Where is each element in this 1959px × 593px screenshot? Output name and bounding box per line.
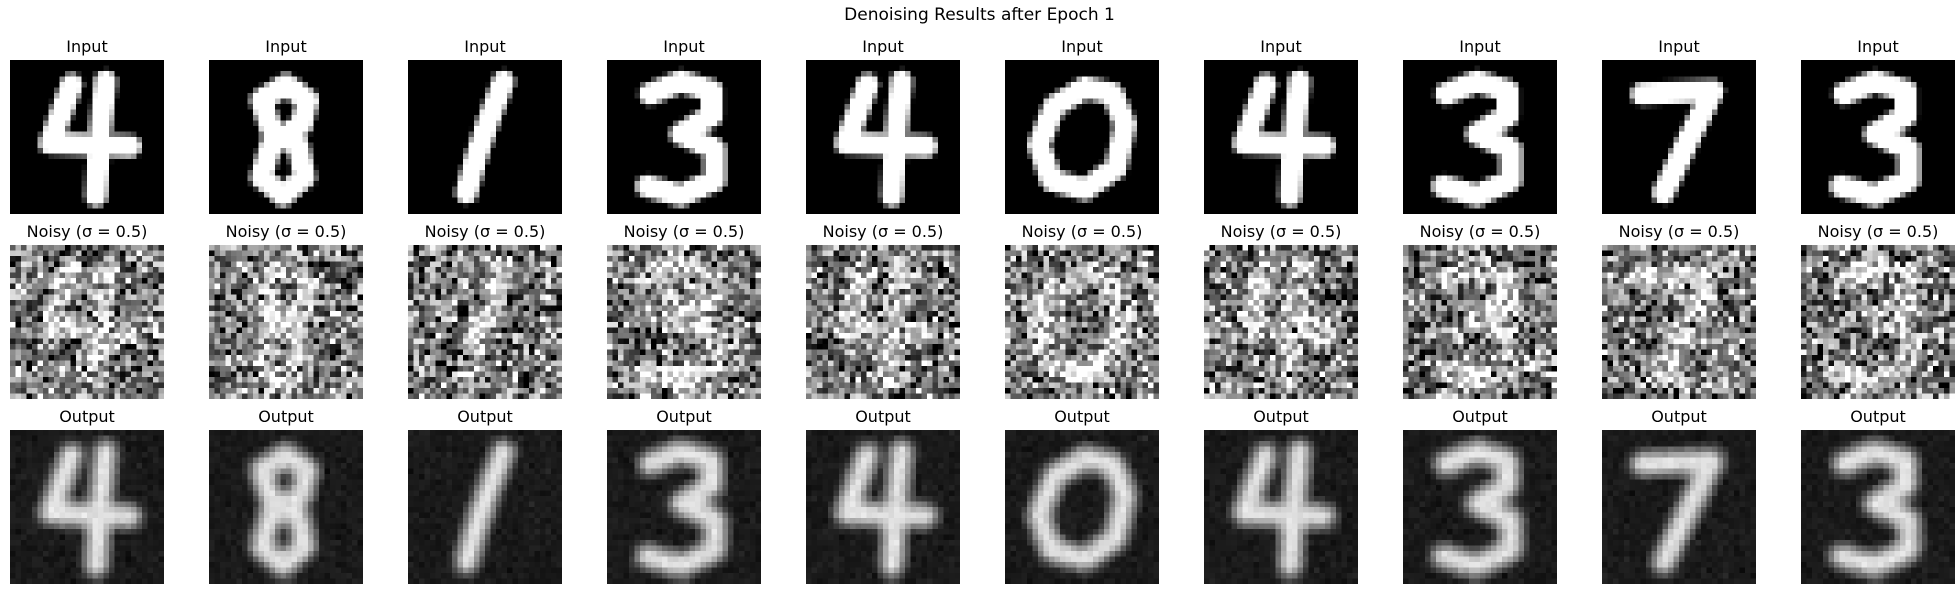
input-image — [607, 60, 761, 214]
input-title: Input — [66, 37, 108, 56]
output-title: Output — [59, 407, 115, 426]
input-image — [1204, 60, 1358, 214]
noisy-title: Noisy (σ = 0.5) — [822, 222, 944, 241]
input-title: Input — [862, 37, 904, 56]
noisy-title: Noisy (σ = 0.5) — [225, 222, 347, 241]
input-title: Input — [1459, 37, 1501, 56]
output-title: Output — [457, 407, 513, 426]
noisy-title: Noisy (σ = 0.5) — [623, 222, 745, 241]
noisy-title: Noisy (σ = 0.5) — [1817, 222, 1939, 241]
noisy-image — [1204, 245, 1358, 399]
input-title: Input — [1260, 37, 1302, 56]
figure-title: Denoising Results after Epoch 1 — [844, 5, 1115, 25]
noisy-title: Noisy (σ = 0.5) — [1021, 222, 1143, 241]
output-title: Output — [855, 407, 911, 426]
noisy-image — [209, 245, 363, 399]
output-title: Output — [258, 407, 314, 426]
output-image — [806, 430, 960, 584]
output-image — [209, 430, 363, 584]
output-image — [408, 430, 562, 584]
output-image — [1602, 430, 1756, 584]
input-image — [10, 60, 164, 214]
output-title: Output — [1850, 407, 1906, 426]
input-title: Input — [1061, 37, 1103, 56]
output-title: Output — [1253, 407, 1309, 426]
noisy-title: Noisy (σ = 0.5) — [1220, 222, 1342, 241]
input-title: Input — [464, 37, 506, 56]
output-image — [607, 430, 761, 584]
output-title: Output — [1651, 407, 1707, 426]
output-image — [1403, 430, 1557, 584]
input-title: Input — [1857, 37, 1899, 56]
input-image — [1005, 60, 1159, 214]
noisy-image — [1005, 245, 1159, 399]
noisy-image — [408, 245, 562, 399]
noisy-title: Noisy (σ = 0.5) — [1419, 222, 1541, 241]
output-title: Output — [656, 407, 712, 426]
output-title: Output — [1452, 407, 1508, 426]
noisy-image — [1801, 245, 1955, 399]
output-image — [1801, 430, 1955, 584]
output-title: Output — [1054, 407, 1110, 426]
noisy-image — [1403, 245, 1557, 399]
input-title: Input — [265, 37, 307, 56]
output-image — [1204, 430, 1358, 584]
input-title: Input — [1658, 37, 1700, 56]
noisy-image — [607, 245, 761, 399]
noisy-image — [1602, 245, 1756, 399]
noisy-image — [806, 245, 960, 399]
output-image — [1005, 430, 1159, 584]
input-image — [1403, 60, 1557, 214]
input-title: Input — [663, 37, 705, 56]
input-image — [1801, 60, 1955, 214]
input-image — [408, 60, 562, 214]
input-image — [806, 60, 960, 214]
input-image — [209, 60, 363, 214]
noisy-title: Noisy (σ = 0.5) — [424, 222, 546, 241]
output-image — [10, 430, 164, 584]
noisy-title: Noisy (σ = 0.5) — [26, 222, 148, 241]
noisy-image — [10, 245, 164, 399]
noisy-title: Noisy (σ = 0.5) — [1618, 222, 1740, 241]
input-image — [1602, 60, 1756, 214]
